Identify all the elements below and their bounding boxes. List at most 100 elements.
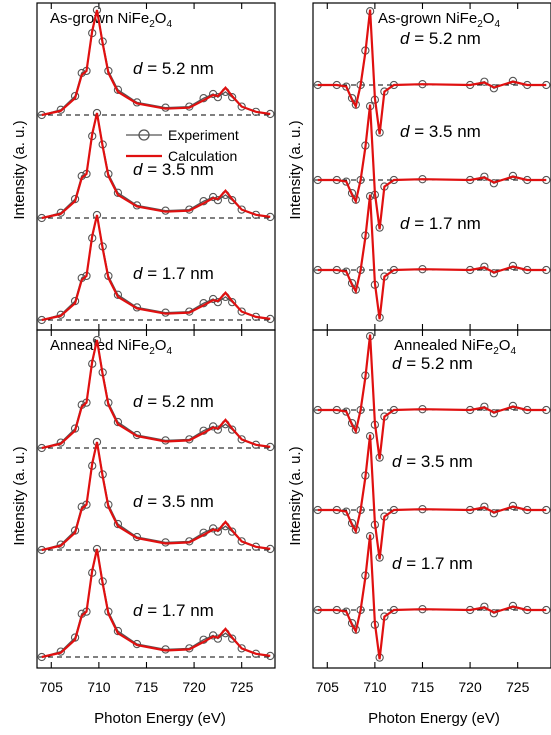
thickness-label: d = 5.2 nm — [133, 59, 214, 78]
calculation-line — [317, 194, 547, 320]
experiment-point — [56, 540, 65, 549]
x-tick-label: 720 — [182, 679, 206, 695]
thickness-label: d = 1.7 nm — [392, 554, 473, 573]
experiment-point — [480, 172, 489, 181]
experiment-point — [213, 527, 223, 536]
thickness-label: d = 5.2 nm — [400, 29, 481, 48]
ylabel-bottom: Intensity (a. u.) — [11, 446, 28, 545]
experiment-point — [489, 179, 499, 188]
calculation-line — [317, 434, 547, 560]
experiment-point — [70, 194, 80, 204]
thickness-label: d = 3.5 nm — [133, 160, 214, 179]
thickness-label: d = 1.7 nm — [400, 214, 481, 233]
x-tick-label: 710 — [87, 679, 111, 695]
experiment-point — [237, 435, 246, 444]
thickness-label: d = 5.2 nm — [392, 354, 473, 373]
x-tick-label: 715 — [411, 679, 435, 695]
experiment-point — [213, 425, 223, 434]
panel-title: Annealed NiFe2O4 — [50, 337, 172, 357]
experiment-point — [213, 634, 223, 643]
panel-frame — [36, 329, 276, 669]
xlabel-left: Photon Energy (eV) — [94, 710, 226, 727]
experiment-point — [228, 297, 237, 307]
experiment-point — [70, 91, 80, 101]
experiment-point — [489, 609, 499, 618]
experiment-point — [70, 296, 80, 306]
experiment-point — [508, 401, 518, 411]
experiment-point — [508, 501, 518, 511]
calculation-line — [317, 334, 547, 460]
experiment-point — [508, 261, 518, 271]
experiment-point — [113, 290, 123, 299]
experiment-point — [56, 647, 65, 656]
thickness-label: d = 5.2 nm — [133, 392, 214, 411]
x-tick-label: 715 — [135, 679, 159, 695]
experiment-point — [56, 105, 65, 114]
thickness-label: d = 3.5 nm — [392, 452, 473, 471]
experiment-point — [480, 77, 489, 86]
legend-experiment-marker — [138, 129, 150, 141]
x-tick-label: 725 — [506, 679, 530, 695]
experiment-point — [237, 205, 246, 214]
experiment-point — [213, 195, 223, 205]
ylabel-top: Intensity (a. u.) — [11, 120, 28, 219]
experiment-point — [228, 425, 237, 434]
experiment-point — [56, 310, 65, 319]
calculation-line — [41, 214, 271, 322]
panel-frame — [312, 329, 551, 669]
experiment-point — [480, 402, 489, 411]
experiment-point — [113, 519, 123, 529]
x-tick-label: 725 — [230, 679, 254, 695]
thickness-label: d = 3.5 nm — [400, 122, 481, 141]
x-tick-label: 705 — [40, 679, 64, 695]
calculation-line — [317, 534, 547, 660]
xlabel-right: Photon Energy (eV) — [368, 710, 500, 727]
experiment-point — [113, 626, 123, 636]
calculation-line — [41, 548, 271, 659]
legend-experiment-label: Experiment — [168, 127, 239, 143]
experiment-point — [113, 85, 123, 94]
legend: Experiment Calculation — [126, 127, 239, 164]
thickness-label: d = 3.5 nm — [133, 492, 214, 511]
experiment-point — [213, 297, 223, 307]
experiment-point — [228, 93, 237, 102]
experiment-point — [480, 262, 489, 271]
experiment-point — [113, 417, 123, 427]
calculation-line — [41, 9, 271, 117]
experiment-point — [489, 269, 499, 278]
experiment-point — [489, 409, 499, 418]
experiment-point — [113, 188, 123, 197]
calculation-line — [41, 112, 271, 220]
thickness-label: d = 1.7 nm — [133, 601, 214, 620]
experiment-point — [228, 195, 237, 205]
experiment-point — [237, 537, 246, 546]
thickness-label: d = 1.7 nm — [133, 264, 214, 283]
experiment-point — [508, 601, 518, 611]
calculation-line — [317, 9, 547, 135]
experiment-point — [508, 76, 518, 86]
panel-xas-annealed: 705 710 715 720 725 Annealed NiFe2O4 d = 5.2 n… — [36, 329, 276, 695]
experiment-point — [480, 602, 489, 611]
experiment-point — [489, 509, 499, 518]
x-tick-label: 710 — [363, 679, 387, 695]
experiment-point — [56, 438, 65, 447]
ylabel-right-top: Intensity (a. u.) — [287, 120, 304, 219]
experiment-point — [508, 171, 518, 181]
experiment-point — [489, 84, 499, 93]
experiment-point — [237, 307, 246, 316]
x-tick-label: 720 — [458, 679, 482, 695]
experiment-point — [213, 93, 223, 102]
experiment-point — [237, 644, 246, 653]
calculation-line — [41, 339, 271, 450]
experiment-point — [228, 527, 237, 536]
experiment-point — [480, 502, 489, 511]
ylabel-right-bottom: Intensity (a. u.) — [287, 446, 304, 545]
experiment-point — [228, 634, 237, 643]
legend-calculation-label: Calculation — [168, 148, 237, 164]
experiment-point — [56, 208, 65, 217]
calculation-line — [317, 104, 547, 230]
